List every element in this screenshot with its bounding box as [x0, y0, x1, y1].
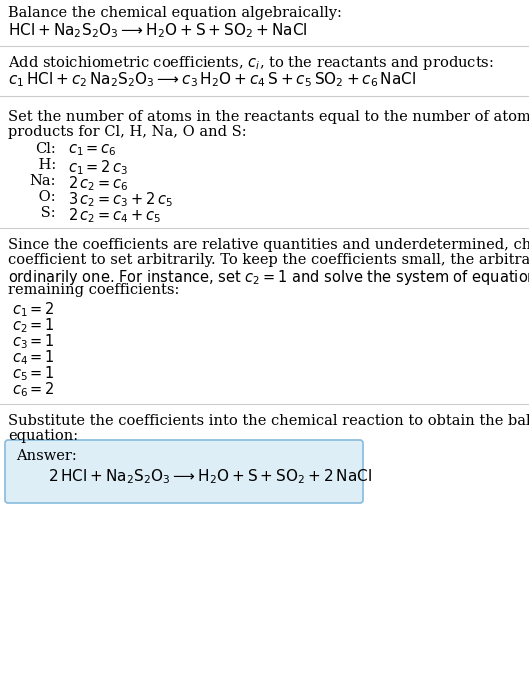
Text: products for Cl, H, Na, O and S:: products for Cl, H, Na, O and S: — [8, 125, 247, 139]
Text: remaining coefficients:: remaining coefficients: — [8, 283, 179, 297]
Text: H:: H: — [34, 158, 56, 172]
Text: $2\,\mathrm{HCl} + \mathrm{Na_2S_2O_3} \longrightarrow \mathrm{H_2O} + \mathrm{S: $2\,\mathrm{HCl} + \mathrm{Na_2S_2O_3} \… — [48, 467, 372, 486]
Text: $c_1 = 2$: $c_1 = 2$ — [12, 300, 55, 319]
Text: $\mathrm{HCl} + \mathrm{Na_2S_2O_3} \longrightarrow \mathrm{H_2O} + \mathrm{S} +: $\mathrm{HCl} + \mathrm{Na_2S_2O_3} \lon… — [8, 21, 307, 40]
FancyBboxPatch shape — [5, 440, 363, 503]
Text: Substitute the coefficients into the chemical reaction to obtain the balanced: Substitute the coefficients into the che… — [8, 414, 529, 428]
Text: equation:: equation: — [8, 429, 78, 443]
Text: $c_3 = 1$: $c_3 = 1$ — [12, 332, 55, 350]
Text: ordinarily one. For instance, set $c_2 = 1$ and solve the system of equations fo: ordinarily one. For instance, set $c_2 =… — [8, 268, 529, 287]
Text: $c_5 = 1$: $c_5 = 1$ — [12, 364, 55, 383]
Text: $2\,c_2 = c_6$: $2\,c_2 = c_6$ — [68, 174, 129, 192]
Text: Answer:: Answer: — [16, 449, 77, 463]
Text: $c_1 = 2\,c_3$: $c_1 = 2\,c_3$ — [68, 158, 129, 177]
Text: Since the coefficients are relative quantities and underdetermined, choose a: Since the coefficients are relative quan… — [8, 238, 529, 252]
Text: S:: S: — [37, 206, 56, 220]
Text: $c_2 = 1$: $c_2 = 1$ — [12, 316, 55, 335]
Text: $c_6 = 2$: $c_6 = 2$ — [12, 380, 55, 398]
Text: Na:: Na: — [30, 174, 56, 188]
Text: Set the number of atoms in the reactants equal to the number of atoms in the: Set the number of atoms in the reactants… — [8, 110, 529, 124]
Text: Add stoichiometric coefficients, $c_i$, to the reactants and products:: Add stoichiometric coefficients, $c_i$, … — [8, 54, 494, 72]
Text: $3\,c_2 = c_3 + 2\,c_5$: $3\,c_2 = c_3 + 2\,c_5$ — [68, 190, 173, 209]
Text: Balance the chemical equation algebraically:: Balance the chemical equation algebraica… — [8, 6, 342, 20]
Text: Cl:: Cl: — [35, 142, 56, 156]
Text: O:: O: — [34, 190, 56, 204]
Text: $c_1\,\mathrm{HCl} + c_2\,\mathrm{Na_2S_2O_3} \longrightarrow c_3\,\mathrm{H_2O}: $c_1\,\mathrm{HCl} + c_2\,\mathrm{Na_2S_… — [8, 70, 416, 89]
Text: $2\,c_2 = c_4 + c_5$: $2\,c_2 = c_4 + c_5$ — [68, 206, 161, 225]
Text: coefficient to set arbitrarily. To keep the coefficients small, the arbitrary va: coefficient to set arbitrarily. To keep … — [8, 253, 529, 267]
Text: $c_4 = 1$: $c_4 = 1$ — [12, 348, 55, 367]
Text: $c_1 = c_6$: $c_1 = c_6$ — [68, 142, 117, 158]
